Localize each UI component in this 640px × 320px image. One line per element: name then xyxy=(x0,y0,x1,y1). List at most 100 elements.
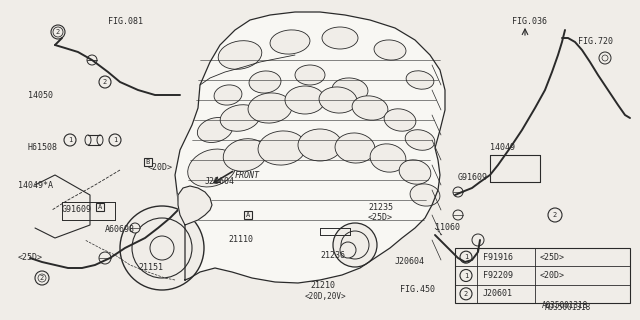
Text: 2: 2 xyxy=(553,212,557,218)
Circle shape xyxy=(460,251,472,263)
Text: 2: 2 xyxy=(464,291,468,297)
Text: A: A xyxy=(246,212,250,218)
Text: FIG.720: FIG.720 xyxy=(578,37,613,46)
Ellipse shape xyxy=(248,93,292,123)
Circle shape xyxy=(333,223,377,267)
Ellipse shape xyxy=(85,135,91,145)
Bar xyxy=(455,248,630,303)
Text: A035001318: A035001318 xyxy=(545,303,591,313)
Text: 2: 2 xyxy=(103,79,107,85)
Text: FRONT: FRONT xyxy=(235,171,260,180)
Circle shape xyxy=(548,208,562,222)
Circle shape xyxy=(341,231,369,259)
Circle shape xyxy=(453,187,463,197)
Text: 11060: 11060 xyxy=(435,223,460,233)
Text: J20601: J20601 xyxy=(483,289,513,298)
Ellipse shape xyxy=(218,41,262,69)
Circle shape xyxy=(99,252,111,264)
Text: 21235: 21235 xyxy=(368,204,393,212)
Circle shape xyxy=(472,234,484,246)
Circle shape xyxy=(460,288,472,300)
Ellipse shape xyxy=(370,144,406,172)
Text: A60698: A60698 xyxy=(105,226,135,235)
Ellipse shape xyxy=(405,130,435,150)
Text: <25D>: <25D> xyxy=(18,253,43,262)
Text: 21236: 21236 xyxy=(320,251,345,260)
Ellipse shape xyxy=(335,133,375,163)
Text: <25D>: <25D> xyxy=(540,253,565,262)
Ellipse shape xyxy=(214,85,242,105)
Ellipse shape xyxy=(410,184,440,206)
Ellipse shape xyxy=(270,30,310,54)
Ellipse shape xyxy=(298,129,342,161)
Polygon shape xyxy=(178,186,212,225)
Text: 1: 1 xyxy=(464,254,468,260)
Text: 2: 2 xyxy=(56,29,60,35)
Ellipse shape xyxy=(384,109,416,131)
Text: A035001318: A035001318 xyxy=(542,300,588,309)
Ellipse shape xyxy=(197,117,233,142)
Circle shape xyxy=(51,25,65,39)
Text: H61508: H61508 xyxy=(28,143,58,153)
Ellipse shape xyxy=(220,105,260,131)
Ellipse shape xyxy=(97,135,103,145)
Text: 14050: 14050 xyxy=(28,91,53,100)
Text: 2: 2 xyxy=(40,275,44,281)
Text: 21110: 21110 xyxy=(228,236,253,244)
Ellipse shape xyxy=(188,149,236,187)
Circle shape xyxy=(53,27,63,37)
Circle shape xyxy=(132,218,192,278)
Text: F91916: F91916 xyxy=(483,253,513,262)
Ellipse shape xyxy=(319,87,357,113)
Text: 21210: 21210 xyxy=(310,281,335,290)
Text: 1: 1 xyxy=(113,137,117,143)
Ellipse shape xyxy=(258,131,306,165)
Ellipse shape xyxy=(249,71,281,93)
Text: B: B xyxy=(146,159,150,165)
Text: 21151: 21151 xyxy=(138,263,163,273)
Ellipse shape xyxy=(285,86,325,114)
Text: G91609: G91609 xyxy=(62,205,92,214)
Text: 1: 1 xyxy=(464,273,468,278)
Text: 1: 1 xyxy=(68,137,72,143)
Ellipse shape xyxy=(374,40,406,60)
Text: <20D>: <20D> xyxy=(148,164,173,172)
Text: J20604: J20604 xyxy=(395,258,425,267)
Circle shape xyxy=(120,206,204,290)
Text: FIG.036: FIG.036 xyxy=(512,18,547,27)
Circle shape xyxy=(35,271,49,285)
Text: A: A xyxy=(98,204,102,210)
Circle shape xyxy=(109,134,121,146)
Ellipse shape xyxy=(406,71,434,89)
Circle shape xyxy=(150,236,174,260)
Polygon shape xyxy=(175,12,445,283)
Ellipse shape xyxy=(352,96,388,120)
Text: J20604: J20604 xyxy=(205,178,235,187)
Circle shape xyxy=(602,55,608,61)
Ellipse shape xyxy=(322,27,358,49)
Circle shape xyxy=(38,274,46,282)
Circle shape xyxy=(99,76,111,88)
Circle shape xyxy=(453,210,463,220)
Text: F92209: F92209 xyxy=(483,271,513,280)
Circle shape xyxy=(599,52,611,64)
Text: G91609: G91609 xyxy=(458,173,488,182)
Ellipse shape xyxy=(399,160,431,184)
Circle shape xyxy=(130,223,140,233)
Ellipse shape xyxy=(223,139,267,171)
Text: <25D>: <25D> xyxy=(368,213,393,222)
Text: <20D,20V>: <20D,20V> xyxy=(305,292,347,300)
Text: 14049*A: 14049*A xyxy=(18,180,53,189)
Circle shape xyxy=(182,195,202,215)
Circle shape xyxy=(87,55,97,65)
Text: <20D>: <20D> xyxy=(540,271,565,280)
Circle shape xyxy=(340,242,356,258)
Circle shape xyxy=(64,134,76,146)
Circle shape xyxy=(460,269,472,282)
Ellipse shape xyxy=(332,78,368,102)
Text: FIG.081: FIG.081 xyxy=(108,18,143,27)
Ellipse shape xyxy=(295,65,325,85)
Text: FIG.450: FIG.450 xyxy=(400,285,435,294)
Text: 14049: 14049 xyxy=(490,143,515,153)
Circle shape xyxy=(187,200,197,210)
